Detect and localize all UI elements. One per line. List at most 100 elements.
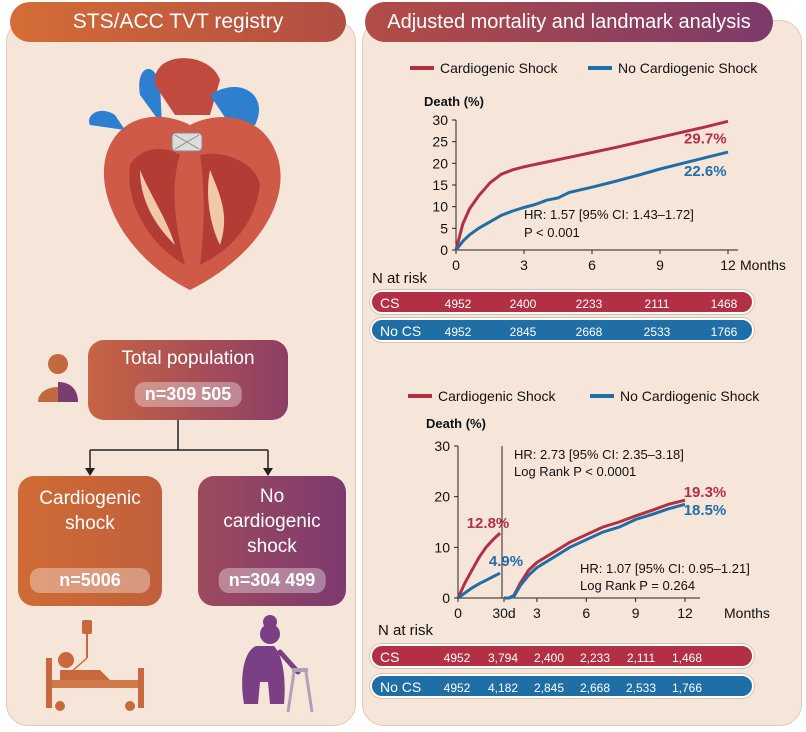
nocs-series-line <box>454 150 729 251</box>
risk-row-nocs-1: No CS 4952 2845 2668 2533 1766 <box>370 318 754 342</box>
x-tick-label: 12 <box>677 605 693 621</box>
risk-value: 4952 <box>444 297 472 311</box>
risk-value: 2,845 <box>533 681 565 695</box>
risk-label: No CS <box>380 679 422 695</box>
no-cardiogenic-shock-box: No cardiogenic shock n=304 499 <box>198 476 346 606</box>
y-tick-label: 0 <box>440 242 448 258</box>
nocs-title-line2: cardiogenic <box>223 511 321 532</box>
y-tick-label: 30 <box>434 438 450 454</box>
total-population-n: n=309 505 <box>134 382 242 407</box>
y-tick-label: 15 <box>432 177 448 193</box>
risk-value: 4952 <box>443 651 471 665</box>
nocs-landmark-label: 4.9% <box>489 553 523 570</box>
risk-label: CS <box>380 649 400 665</box>
x-tick-label: 9 <box>632 605 640 621</box>
y-tick-label: 10 <box>434 539 450 555</box>
legend-nocs-label: No Cardiogenic Shock <box>620 388 760 404</box>
risk-value: 2,111 <box>626 651 656 665</box>
risk-value: 2233 <box>575 297 603 311</box>
heart-icon <box>89 58 281 290</box>
x-tick-label: 0 <box>454 605 462 621</box>
nocs-landmark-line <box>457 571 501 600</box>
hr-annotation: HR: 1.57 [95% CI: 1.43–1.72] <box>524 207 694 222</box>
risk-value: 1766 <box>710 325 738 339</box>
risk-value: 4952 <box>444 325 472 339</box>
tree-connector <box>85 420 273 476</box>
cs-series-line <box>454 119 729 251</box>
nocs-title-line1: No <box>259 486 285 507</box>
registry-header: STS/ACC TVT registry <box>10 2 346 42</box>
risk-row-nocs-2: No CS 4952 4,182 2,845 2,668 2,533 1,766 <box>370 674 754 698</box>
y-tick-label: 5 <box>440 220 448 236</box>
nocs-n: n=304 499 <box>218 568 326 593</box>
risk-row-cs-1: CS 4952 2400 2233 2111 1468 <box>370 290 754 314</box>
y-tick-label: 10 <box>432 199 448 215</box>
p-annotation: P < 0.001 <box>524 225 580 240</box>
x-tick-label: 3 <box>520 257 528 273</box>
y-axis-label: Death (%) <box>424 94 484 109</box>
risk-value: 3,794 <box>487 651 519 665</box>
patient-bed-icon <box>46 620 144 711</box>
x-tick-label: 12 <box>720 257 736 273</box>
cardiogenic-shock-box: Cardiogenic shock n=5006 <box>18 476 162 606</box>
risk-label: CS <box>380 295 400 311</box>
legend-nocs-label: No Cardiogenic Shock <box>618 60 758 76</box>
risk-value: 4952 <box>443 681 471 695</box>
x-tick-label: 0 <box>452 257 460 273</box>
y-tick-label: 0 <box>442 590 450 606</box>
risk-value: 2668 <box>575 325 603 339</box>
risk-value: 2533 <box>643 325 671 339</box>
x-tick-label: 3 <box>533 605 541 621</box>
cs-title-line2: shock <box>65 513 115 534</box>
risk-title-2: N at risk <box>378 622 434 639</box>
risk-value: 2,533 <box>625 681 657 695</box>
x-tick-label: 30d <box>492 605 515 621</box>
cs-landmark-line <box>456 532 502 599</box>
cs-landmark-label: 12.8% <box>467 515 510 532</box>
p-annotation-bottom: Log Rank P = 0.264 <box>580 578 695 593</box>
risk-title-1: N at risk <box>372 270 428 287</box>
risk-value: 2111 <box>644 297 670 311</box>
x-axis-label: Months <box>724 605 770 621</box>
nocs-end-label: 18.5% <box>684 502 727 519</box>
p-annotation-top: Log Rank P < 0.0001 <box>514 464 636 479</box>
cs-end-label: 19.3% <box>684 484 727 501</box>
right-panel <box>362 20 802 726</box>
risk-value: 2,400 <box>533 651 565 665</box>
x-axis-label: Months <box>740 257 786 273</box>
cs-end-label: 29.7% <box>684 130 727 147</box>
x-tick-label: 6 <box>588 257 596 273</box>
x-tick-label: 6 <box>582 605 590 621</box>
risk-value: 2,233 <box>579 651 611 665</box>
hr-annotation-bottom: HR: 1.07 [95% CI: 0.95–1.21] <box>580 561 750 576</box>
landmark-chart: Cardiogenic Shock No Cardiogenic Shock Dea… <box>408 388 770 621</box>
mortality-chart: Cardiogenic Shock No Cardiogenic Shock Dea… <box>410 60 786 273</box>
risk-value: 1468 <box>710 297 738 311</box>
y-tick-label: 30 <box>432 112 448 128</box>
cs-n: n=5006 <box>30 568 150 593</box>
risk-row-cs-2: CS 4952 3,794 2,400 2,233 2,111 1,468 <box>370 644 754 668</box>
total-population-box: Total population n=309 505 <box>88 340 288 420</box>
nocs-end-label: 22.6% <box>684 163 727 180</box>
total-population-title: Total population <box>121 348 255 369</box>
legend-cs-label: Cardiogenic Shock <box>440 60 559 76</box>
risk-value: 4,182 <box>487 681 519 695</box>
risk-value: 1,766 <box>671 681 703 695</box>
nocs-title-line3: shock <box>247 536 297 557</box>
risk-value: 2,668 <box>579 681 611 695</box>
y-tick-label: 20 <box>434 489 450 505</box>
analysis-header: Adjusted mortality and landmark analysis <box>365 2 773 42</box>
legend-cs-label: Cardiogenic Shock <box>438 388 557 404</box>
x-tick-label: 9 <box>656 257 664 273</box>
y-axis-label: Death (%) <box>426 416 486 431</box>
cs-title-line1: Cardiogenic <box>39 488 141 509</box>
hr-annotation-top: HR: 2.73 [95% CI: 2.35–3.18] <box>514 447 684 462</box>
elderly-walker-icon <box>242 615 314 713</box>
risk-value: 1,468 <box>671 651 703 665</box>
risk-label: No CS <box>380 323 422 339</box>
y-tick-label: 25 <box>432 134 448 150</box>
nocs-series-line <box>504 502 686 600</box>
y-tick-label: 20 <box>432 155 448 171</box>
risk-value: 2845 <box>509 325 537 339</box>
risk-value: 2400 <box>509 297 537 311</box>
